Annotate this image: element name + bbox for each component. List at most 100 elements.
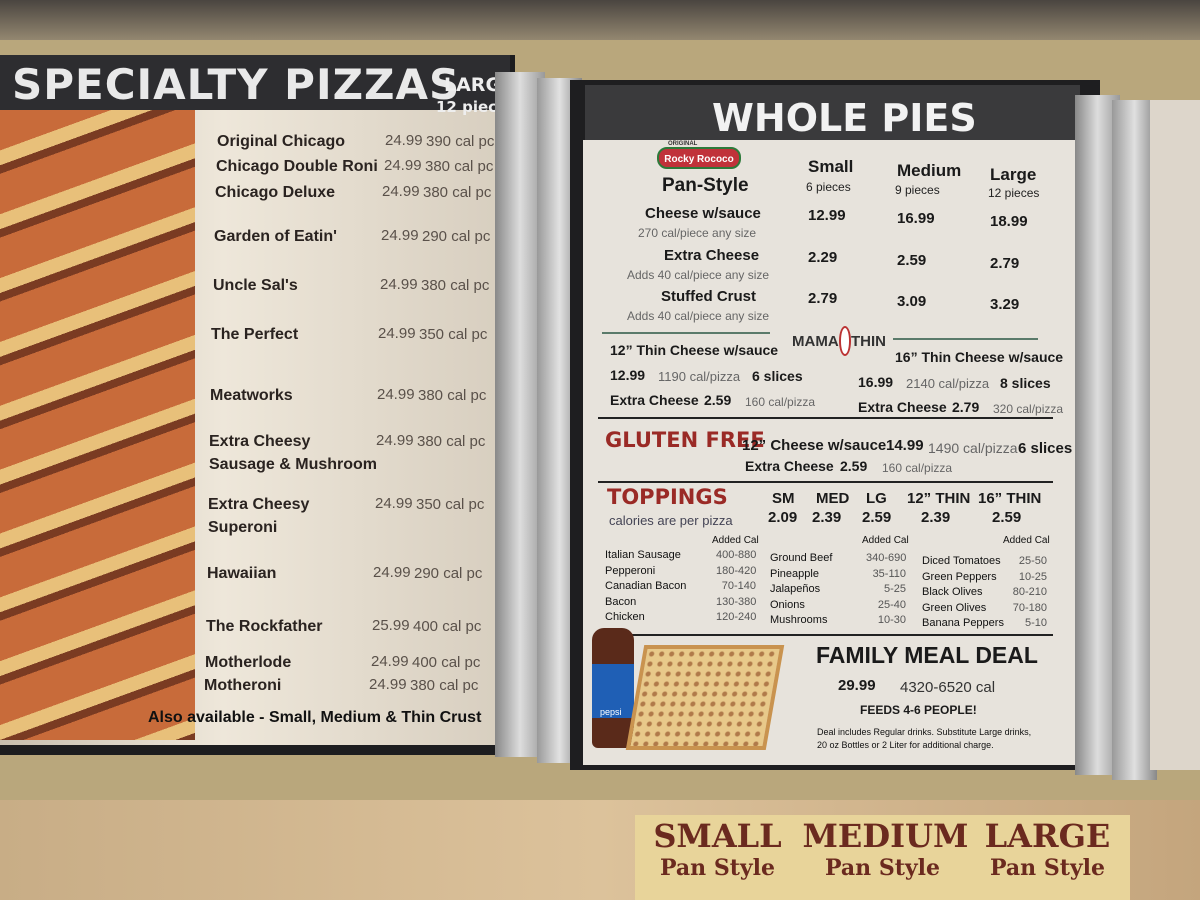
menu-item-cal: 400 cal pc: [413, 618, 482, 635]
menu-item-price: 24.99: [373, 564, 411, 581]
thin-extra-label: Extra Cheese: [610, 392, 699, 408]
pie-row-note: Adds 40 cal/piece any size: [627, 309, 770, 323]
topping-cal: 340-690: [866, 552, 907, 564]
topping-price: 2.09: [768, 509, 798, 526]
menu-item-price: 24.99: [377, 386, 415, 403]
gluten-name: 12” Cheese w/sauce: [742, 437, 887, 454]
sign-size: SMALL: [653, 817, 782, 855]
topping-name: Banana Peppers: [922, 617, 1004, 629]
gluten-extra-price: 2.59: [840, 458, 868, 474]
menu-item-cal: 290 cal pc: [414, 565, 483, 582]
pie-row-name: Cheese w/sauce: [645, 205, 761, 222]
topping-size: 16” THIN: [978, 490, 1042, 507]
menu-item-cal: 290 cal pc: [422, 228, 491, 245]
thin-extra-price: 2.59: [704, 392, 732, 408]
topping-cal: 180-420: [716, 564, 757, 577]
size-header: Small: [808, 157, 854, 176]
pie-price: 12.99: [808, 207, 846, 224]
pie-price: 16.99: [897, 210, 935, 227]
topping-cal: 130-380: [716, 595, 757, 608]
pan-style-sign: SMALL Pan Style MEDIUM Pan Style LARGE Pan St…: [635, 815, 1130, 900]
pepsi-bottle-image: [592, 628, 634, 748]
menu-item-price: 24.99: [375, 495, 413, 512]
specialty-header: [0, 55, 510, 115]
topping-price: 2.59: [862, 509, 892, 526]
size-pieces: 6 pieces: [806, 180, 851, 194]
menu-item-price: 24.99: [378, 325, 416, 342]
added-cal-header: Added Cal: [712, 535, 759, 546]
menu-item-cal: 380 cal pc: [418, 387, 487, 404]
topping-cal: 70-180: [1012, 601, 1047, 614]
topping-price: 2.59: [992, 509, 1022, 526]
topping-cal: 25-50: [1018, 555, 1047, 567]
family-price: 29.99: [838, 677, 876, 694]
size-pieces: 9 pieces: [895, 183, 940, 197]
menu-item-price: 24.99: [384, 157, 422, 174]
toppings-subtitle: calories are per pizza: [609, 513, 733, 528]
pepsi-label: pepsi: [600, 707, 622, 717]
topping-size: SM: [772, 490, 795, 507]
menu-item-name: Motherlode: [205, 654, 292, 671]
pie-row-note: Adds 40 cal/piece any size: [627, 268, 770, 282]
topping-name: Chicken: [605, 611, 645, 623]
menu-item-name: Meatworks: [210, 387, 293, 404]
thin-extra-cal: 160 cal/pizza: [745, 395, 816, 409]
topping-cal: 120-240: [716, 611, 757, 623]
menu-item-cal: 400 cal pc: [412, 654, 481, 671]
menu-item-cal: 380 cal pc: [421, 277, 490, 294]
pan-style-label: Pan-Style: [662, 175, 749, 196]
specialty-title: SPECIALTY PIZZAS: [12, 60, 461, 109]
topping-name: Green Peppers: [922, 570, 997, 583]
sign-style: Pan Style: [989, 855, 1106, 881]
panel-frame: [495, 72, 545, 757]
logo-original: ORIGINAL: [668, 141, 698, 147]
thin-extra-price: 2.79: [952, 399, 980, 415]
topping-name: Green Olives: [922, 601, 987, 614]
toppings-title: TOPPINGS: [607, 485, 728, 509]
menu-item-price: 24.99: [382, 183, 420, 200]
menu-item-price: 24.99: [381, 227, 419, 244]
gluten-price: 14.99: [886, 437, 924, 454]
gluten-cal: 1490 cal/pizza: [928, 440, 1018, 456]
sign-size: LARGE: [984, 817, 1111, 855]
gluten-extra-label: Extra Cheese: [745, 458, 834, 474]
menu-item-cal: 390 cal pc: [426, 133, 495, 150]
topping-size: 12” THIN: [907, 490, 971, 507]
topping-name: Pineapple: [770, 567, 819, 580]
thin-price: 12.99: [610, 367, 646, 383]
menu-item-name: Chicago Deluxe: [215, 184, 336, 201]
pie-price: 2.29: [808, 249, 838, 266]
pie-price: 2.79: [808, 290, 838, 307]
added-cal-header: Added Cal: [1003, 535, 1050, 546]
topping-name: Italian Sausage: [605, 549, 681, 561]
specialty-footer: Also available - Small, Medium & Thin Cr…: [148, 709, 482, 726]
size-pieces: 12 pieces: [988, 186, 1040, 200]
topping-cal: 5-25: [883, 583, 906, 595]
thin-slices: 8 slices: [1000, 375, 1051, 391]
thin-slices: 6 slices: [752, 368, 803, 384]
topping-price: 2.39: [921, 509, 951, 526]
menu-item-name: Extra Cheesy Superoni: [208, 496, 310, 536]
menu-item-price: 24.99: [380, 276, 418, 293]
family-cal: 4320-6520 cal: [900, 679, 996, 696]
sign-style: Pan Style: [824, 855, 941, 881]
menu-item-price: 24.99: [376, 432, 414, 449]
menu-item-name: Uncle Sal's: [213, 277, 298, 294]
mama-thin-logo: MAMA THIN: [792, 323, 886, 359]
pie-price: 2.79: [990, 255, 1020, 272]
mama-face-icon: [838, 326, 851, 356]
pie-price: 2.59: [897, 252, 927, 269]
menu-item-cal: 380 cal pc: [417, 433, 486, 450]
menu-item-price: 24.99: [369, 676, 407, 693]
topping-cal: 35-110: [872, 567, 906, 580]
family-fine-print: Deal includes Regular drinks. Substitute…: [817, 727, 1032, 750]
topping-size: MED: [816, 490, 850, 507]
pizza-slices-image: [0, 110, 195, 740]
thin-extra-cal: 320 cal/pizza: [993, 402, 1064, 416]
menu-item-name: Motheroni: [204, 677, 282, 694]
thin-extra-label: Extra Cheese: [858, 399, 947, 415]
topping-cal: 10-30: [877, 614, 906, 626]
thin-cal: 1190 cal/pizza: [658, 369, 741, 384]
size-header: Large: [990, 165, 1037, 184]
sign-style: Pan Style: [659, 855, 776, 881]
